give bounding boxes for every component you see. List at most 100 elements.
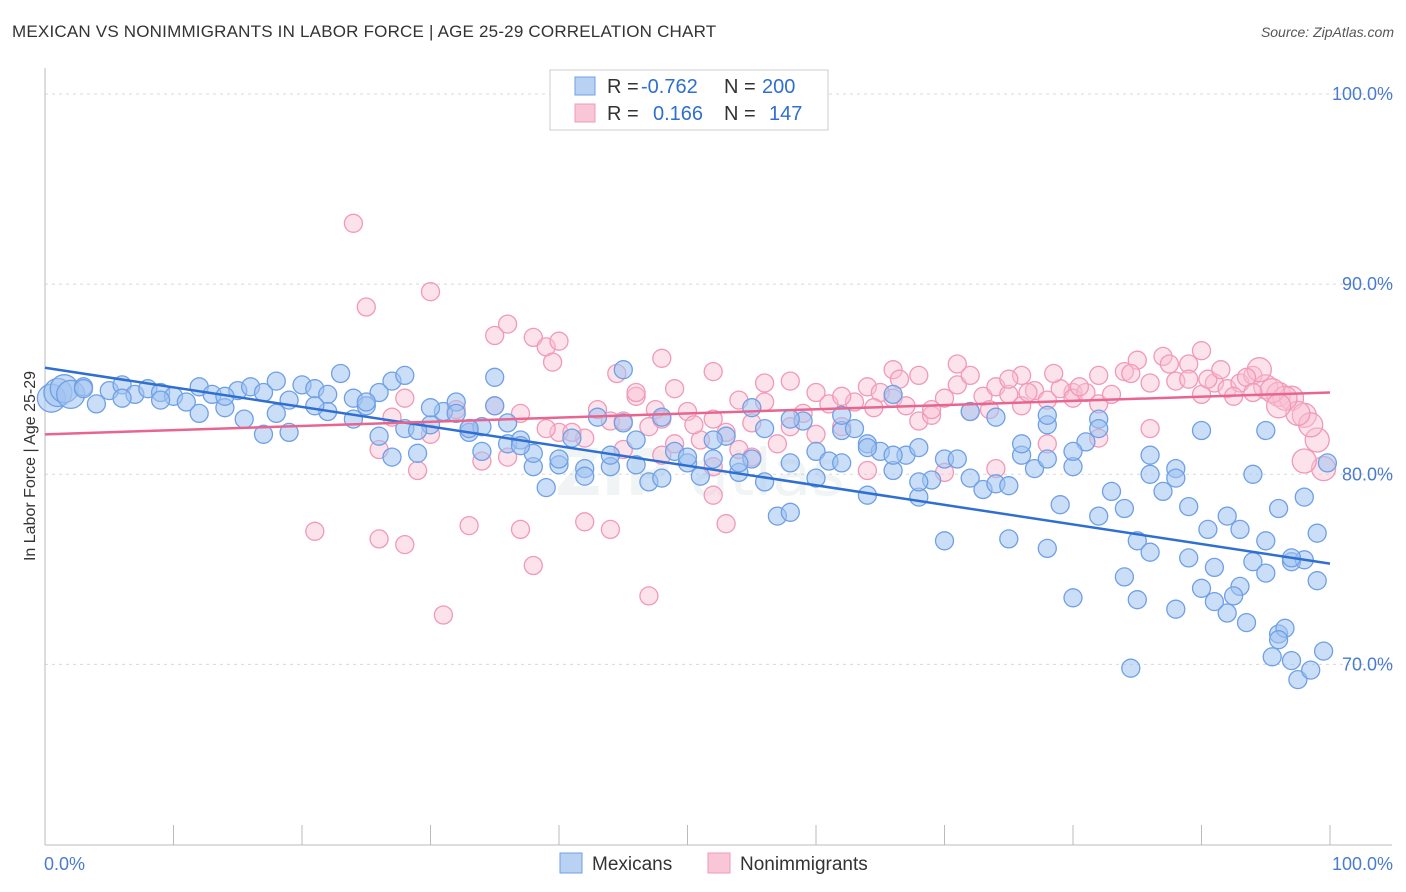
mexicans-point-124 xyxy=(999,529,1019,549)
nonimmigrants-point-109 xyxy=(857,460,878,481)
nonimmigrants-point-140 xyxy=(407,460,428,481)
mexicans-point-147 xyxy=(1301,660,1321,680)
legend-r-value-2: 0.166 xyxy=(653,103,703,125)
mexicans-point-104 xyxy=(1243,464,1263,484)
nonimmigrants-point-7 xyxy=(549,331,569,351)
chart-source: Source: ZipAtlas.com xyxy=(1260,24,1394,40)
mexicans-point-105 xyxy=(1256,531,1276,551)
mexicans-point-97 xyxy=(1153,481,1173,502)
nonimmigrants-point-37 xyxy=(1246,357,1272,383)
nonimmigrants-point-137 xyxy=(1243,382,1263,403)
y-tick-label-0: 70.0% xyxy=(1342,654,1393,674)
mexicans-point-161 xyxy=(446,403,466,424)
mexicans-point-19 xyxy=(266,371,286,391)
mexicans-point-148 xyxy=(1313,641,1334,661)
mexicans-point-144 xyxy=(1262,647,1282,667)
mexicans-point-49 xyxy=(536,477,556,498)
mexicans-point-146 xyxy=(1288,669,1308,690)
legend-n-value-1: 200 xyxy=(762,76,795,98)
mexicans-point-45 xyxy=(485,396,505,416)
mexicans-point-70 xyxy=(806,441,826,462)
nonimmigrants-point-94 xyxy=(510,519,531,540)
nonimmigrants-point-12 xyxy=(909,365,929,386)
stats-legend: R = -0.762 N = 200 R = 0.166 N = 147 xyxy=(549,69,829,131)
nonimmigrants-point-101 xyxy=(716,514,736,534)
axes xyxy=(44,68,1392,846)
nonimmigrants-point-11 xyxy=(883,360,903,380)
mexicans-point-123 xyxy=(934,531,955,551)
mexicans-point-177 xyxy=(857,437,878,458)
nonimmigrants-point-106 xyxy=(1140,418,1160,439)
y-tick-label-1: 80.0% xyxy=(1342,464,1393,484)
mexicans-point-81 xyxy=(947,449,967,469)
mexicans-point-129 xyxy=(1166,599,1186,619)
x-tick-label-1: 100.0% xyxy=(1332,854,1393,874)
nonimmigrants-point-77 xyxy=(934,388,955,408)
nonimmigrants-point-112 xyxy=(626,382,646,403)
mexicans-point-110 xyxy=(485,367,505,387)
mexicans-point-94 xyxy=(1114,498,1135,519)
mexicans-point-108 xyxy=(1294,487,1314,507)
nonimmigrants-point-96 xyxy=(575,512,595,532)
nonimmigrants-point-119 xyxy=(780,371,800,391)
mexicans-point-139 xyxy=(1307,571,1327,591)
nonimmigrants-point-142 xyxy=(536,418,556,439)
nonimmigrants-point-135 xyxy=(1198,369,1218,389)
mexicans-point-32 xyxy=(253,424,274,444)
mexicans-point-36 xyxy=(369,426,389,446)
mexicans-point-100 xyxy=(1191,578,1212,598)
nonimmigrants-point-21 xyxy=(1179,354,1199,374)
mexicans-point-93 xyxy=(1101,481,1122,502)
nonimmigrants-point-78 xyxy=(947,375,967,395)
legend-swatch-mexicans xyxy=(574,76,596,96)
nonimmigrants-point-19 xyxy=(1153,346,1173,367)
mexicans-point-96 xyxy=(1140,542,1160,562)
nonimmigrants-point-116 xyxy=(703,409,723,429)
nonimmigrants-point-132 xyxy=(1140,373,1160,393)
mexicans-point-135 xyxy=(1256,563,1276,583)
mexicans-point-62 xyxy=(703,449,723,469)
mexicans-trend-line xyxy=(44,366,1331,565)
chart-title: MEXICAN VS NONIMMIGRANTS IN LABOR FORCE … xyxy=(12,22,717,41)
nonimmigrants-point-29 xyxy=(1278,385,1305,411)
mexicans-point-44 xyxy=(472,441,492,462)
mexicans-point-180 xyxy=(73,379,94,399)
mexicans-point-166 xyxy=(575,466,595,486)
mexicans-point-118 xyxy=(1140,445,1160,465)
mexicans-point-51 xyxy=(562,428,582,448)
mexicans-point-61 xyxy=(690,466,711,486)
mexicans-point-137 xyxy=(1281,650,1302,671)
mexicans-point-172 xyxy=(729,453,749,473)
nonimmigrants-point-99 xyxy=(433,605,454,625)
nonimmigrants-point-136 xyxy=(1211,360,1231,380)
mexicans-point-128 xyxy=(1127,590,1147,610)
trend-lines xyxy=(44,366,1331,565)
mexicans-point-119 xyxy=(1191,420,1212,441)
mexicans-point-179 xyxy=(909,472,929,492)
bottom-legend-mexicans: Mexicans xyxy=(592,854,672,875)
series-legend: Mexicans Nonimmigrants xyxy=(559,852,868,875)
nonimmigrants-point-92 xyxy=(395,534,415,555)
mexicans-point-149 xyxy=(1317,453,1338,473)
mexicans-point-113 xyxy=(832,405,852,425)
mexicans-point-169 xyxy=(652,468,672,488)
nonimmigrants-point-114 xyxy=(664,379,685,399)
mexicans-point-176 xyxy=(832,453,852,473)
nonimmigrants-point-118 xyxy=(754,373,775,393)
mexicans-point-85 xyxy=(999,476,1019,496)
mexicans-point-120 xyxy=(780,502,800,522)
mexicans-point-174 xyxy=(780,409,800,429)
nonimmigrants-point-120 xyxy=(832,386,852,406)
bottom-legend-swatch-mexicans xyxy=(559,852,583,874)
nonimmigrants-point-95 xyxy=(523,555,543,576)
mexicans-points xyxy=(36,360,1338,690)
mexicans-point-182 xyxy=(150,390,171,410)
mexicans-point-95 xyxy=(1127,531,1147,551)
mexicans-point-157 xyxy=(1037,449,1057,469)
mexicans-point-171 xyxy=(703,430,723,450)
mexicans-point-5 xyxy=(86,394,107,414)
mexicans-point-106 xyxy=(1268,498,1289,519)
nonimmigrants-point-16 xyxy=(1089,365,1109,386)
mexicans-point-165 xyxy=(549,449,569,469)
mexicans-point-112 xyxy=(742,398,762,418)
